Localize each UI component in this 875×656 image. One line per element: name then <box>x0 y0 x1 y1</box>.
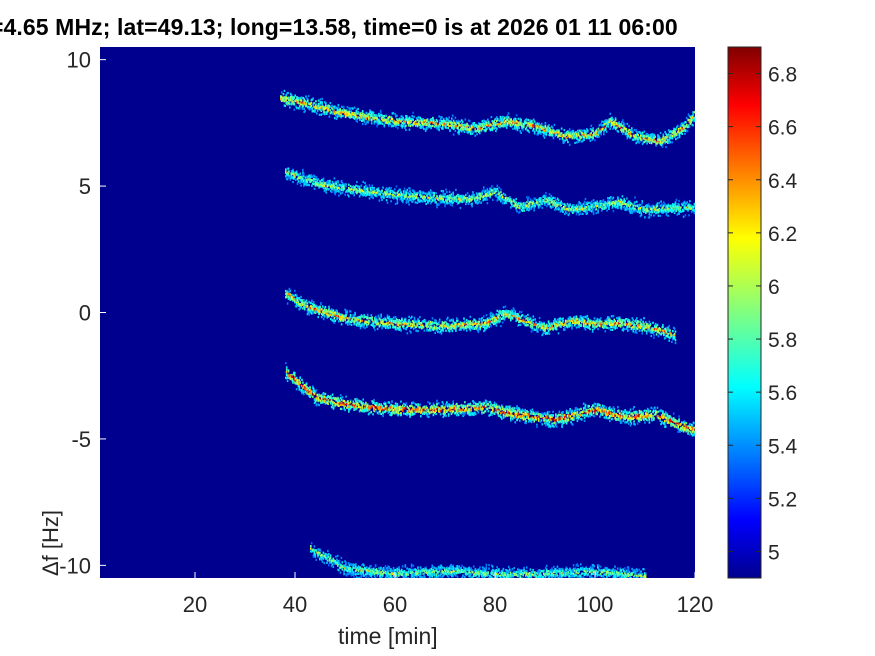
y-tick-label: 5 <box>79 174 91 199</box>
x-tick-label: 60 <box>383 592 407 617</box>
colorbar-tick-label: 6 <box>768 276 780 299</box>
axes: 20 40 60 80 100 120 10 5 0 -5 -10 <box>59 48 713 617</box>
colorbar-tick-label: 5.8 <box>768 329 797 352</box>
y-tick-label: -10 <box>59 553 91 578</box>
colorbar-tick-label: 6.8 <box>768 64 797 87</box>
y-tick-label: -5 <box>71 427 91 452</box>
colorbar-tick-label: 6.2 <box>768 223 797 246</box>
trace-0 <box>280 89 695 149</box>
y-tick-label: 10 <box>67 48 91 73</box>
colorbar-tick-label: 5.4 <box>768 435 798 458</box>
colorbar-tick-label: 6.6 <box>768 117 797 140</box>
trace-2 <box>285 287 677 345</box>
x-tick-label: 120 <box>677 592 714 617</box>
colorbar-frame <box>727 46 762 579</box>
colorbar-tick-label: 5.2 <box>768 488 797 511</box>
x-tick-label: 40 <box>283 592 307 617</box>
x-tick-label: 20 <box>183 592 207 617</box>
colorbar-tick-label: 6.4 <box>768 170 798 193</box>
spectrum-traces <box>280 89 695 578</box>
trace-4 <box>310 542 647 578</box>
trace-3 <box>285 362 695 438</box>
trace-1 <box>285 167 695 219</box>
x-tick-label: 80 <box>483 592 507 617</box>
y-tick-label: 0 <box>79 301 91 326</box>
y-axis-label: Δf [Hz] <box>38 509 64 577</box>
colorbar-tick-label: 5.6 <box>768 382 797 405</box>
chart-title: =4.65 MHz; lat=49.13; long=13.58, time=0… <box>0 14 678 40</box>
plot-area <box>100 47 695 578</box>
colorbar <box>728 47 761 578</box>
colorbar-ticks: 6.8 6.6 6.4 6.2 6 5.8 5.6 5.4 5.2 5 <box>727 46 798 579</box>
x-tick-label: 100 <box>577 592 614 617</box>
x-axis-label: time [min] <box>338 623 438 649</box>
colorbar-tick-label: 5 <box>768 541 780 564</box>
